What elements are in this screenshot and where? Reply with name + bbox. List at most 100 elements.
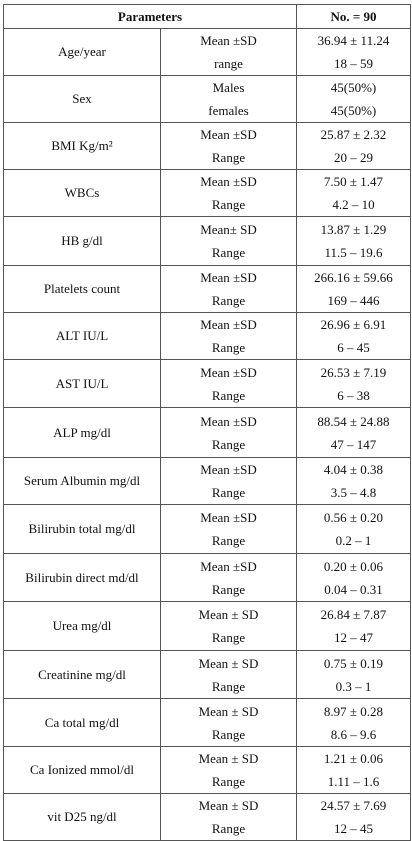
stat-label: Range xyxy=(211,197,246,212)
stat-cell: Mean± SD Range xyxy=(160,216,297,266)
table-row: Platelets count Mean ±SD Range 266.16 ± 59.… xyxy=(3,265,411,313)
table-row: Ca total mg/dl Mean ± SD Range 8.97 ± 0.28 8… xyxy=(3,698,411,747)
value-text: 47 – 147 xyxy=(330,436,377,452)
parameter-cell: HB g/dl xyxy=(3,216,161,266)
value-text: 8.97 ± 0.28 xyxy=(323,703,384,719)
stat-cell: Mean ± SD Range xyxy=(160,601,297,651)
parameter-cell: ALT IU/L xyxy=(3,312,161,360)
stat-label: Range xyxy=(211,821,246,836)
parameter-cell: Sex xyxy=(3,75,161,123)
value-text: 11.5 – 19.6 xyxy=(324,245,383,260)
table-body: Age/year Mean ±SD range 36.94 ± 11.24 18 – 5… xyxy=(3,28,411,841)
value-text: 6 – 45 xyxy=(337,340,370,355)
stat-label: Males xyxy=(212,80,245,95)
value-text: 0.3 – 1 xyxy=(335,678,372,694)
value-text: 18 – 59 xyxy=(334,56,373,71)
value-cell: 25.87 ± 2.32 20 – 29 xyxy=(296,122,411,170)
stat-label: Mean ±SD xyxy=(200,413,257,429)
value-text: 45(50%) xyxy=(330,103,377,118)
parameter-cell: vit D25 ng/dl xyxy=(3,793,161,841)
value-text: 24.57 ± 7.69 xyxy=(320,798,387,813)
value-text: 266.16 ± 59.66 xyxy=(314,270,393,285)
value-cell: 8.97 ± 0.28 8.6 – 9.6 xyxy=(296,698,411,747)
value-text: 4.2 – 10 xyxy=(332,197,375,212)
value-text: 36.94 ± 11.24 xyxy=(317,33,390,48)
value-text: 0.04 – 0.31 xyxy=(324,581,383,597)
parameter-cell: Platelets count xyxy=(3,265,161,313)
stat-cell: Mean ±SD Range xyxy=(160,312,297,360)
stat-label: Mean ± SD xyxy=(198,655,259,671)
stat-label: Mean± SD xyxy=(200,222,257,237)
table-row: Bilirubin direct md/dl Mean ±SD Range 0.20 … xyxy=(3,553,411,602)
value-text: 13.87 ± 1.29 xyxy=(320,222,387,237)
stat-label: Mean ±SD xyxy=(200,510,257,525)
value-cell: 0.20 ± 0.06 0.04 – 0.31 xyxy=(296,553,411,602)
stat-label: Mean ±SD xyxy=(200,174,257,189)
stat-cell: Mean ± SD Range xyxy=(160,698,297,747)
stat-cell: Mean ±SD Range xyxy=(160,122,297,170)
value-text: 26.84 ± 7.87 xyxy=(320,607,387,622)
stat-label: Mean ±SD xyxy=(200,364,257,380)
stat-label: Mean ±SD xyxy=(200,33,257,48)
value-cell: 7.50 ± 1.47 4.2 – 10 xyxy=(296,169,411,217)
stat-label: Range xyxy=(211,678,246,694)
stat-label: Mean ±SD xyxy=(200,558,257,574)
value-text: 169 – 446 xyxy=(327,293,380,308)
header-cell: No. = 90 xyxy=(296,4,411,29)
stat-label: Mean ±SD xyxy=(200,270,257,285)
value-cell: 1.21 ± 0.06 1.11 – 1.6 xyxy=(296,746,411,794)
value-text: 3.5 – 4.8 xyxy=(330,485,377,500)
stat-label: Mean ±SD xyxy=(200,127,257,142)
table-row: ALP mg/dl Mean ±SD Range 88.54 ± 24.88 47 – … xyxy=(3,407,411,458)
stat-label: Mean ± SD xyxy=(198,703,259,719)
table-row: BMI Kg/m² Mean ±SD Range 25.87 ± 2.32 20 – 2… xyxy=(3,122,411,170)
table-row: ALT IU/L Mean ±SD Range 26.96 ± 6.91 6 – 45 xyxy=(3,312,411,360)
stat-label: Mean ±SD xyxy=(200,317,257,332)
parameter-cell: BMI Kg/m² xyxy=(3,122,161,170)
stat-label: Range xyxy=(211,293,246,308)
stat-label: Mean ±SD xyxy=(200,462,257,477)
stat-label: Mean ± SD xyxy=(198,607,259,622)
stat-label: Range xyxy=(211,581,246,597)
value-text: 8.6 – 9.6 xyxy=(330,726,377,742)
parameter-cell: AST IU/L xyxy=(3,359,161,408)
value-text: 0.20 ± 0.06 xyxy=(323,558,384,574)
value-cell: 88.54 ± 24.88 47 – 147 xyxy=(296,407,411,458)
value-text: 25.87 ± 2.32 xyxy=(320,127,387,142)
header-row: Parameters No. = 90 xyxy=(3,4,411,29)
table-row: WBCs Mean ±SD Range 7.50 ± 1.47 4.2 – 10 xyxy=(3,169,411,217)
value-text: 20 – 29 xyxy=(334,150,373,165)
table-row: Serum Albumin mg/dl Mean ±SD Range 4.04 ± 0… xyxy=(3,457,411,505)
value-cell: 26.96 ± 6.91 6 – 45 xyxy=(296,312,411,360)
table-row: Ca Ionized mmol/dl Mean ± SD Range 1.21 ± 0… xyxy=(3,746,411,794)
parameter-cell: ALP mg/dl xyxy=(3,407,161,458)
stat-label: Range xyxy=(211,245,246,260)
parameter-cell: Ca Ionized mmol/dl xyxy=(3,746,161,794)
parameter-cell: Serum Albumin mg/dl xyxy=(3,457,161,505)
value-text: 88.54 ± 24.88 xyxy=(317,413,390,429)
parameter-cell: Age/year xyxy=(3,28,161,76)
value-cell: 45(50%) 45(50%) xyxy=(296,75,411,123)
stat-cell: Mean ± SD Range xyxy=(160,793,297,841)
header-cell: Parameters xyxy=(3,4,297,29)
table-row: Age/year Mean ±SD range 36.94 ± 11.24 18 – 5… xyxy=(3,28,411,76)
value-text: 6 – 38 xyxy=(337,387,370,403)
value-cell: 266.16 ± 59.66 169 – 446 xyxy=(296,265,411,313)
stat-cell: Mean ±SD Range xyxy=(160,169,297,217)
stat-cell: Mean ±SD Range xyxy=(160,504,297,554)
table-row: Creatinine mg/dl Mean ± SD Range 0.75 ± 0.1… xyxy=(3,650,411,699)
table-row: Urea mg/dl Mean ± SD Range 26.84 ± 7.87 12 –… xyxy=(3,601,411,651)
value-text: 7.50 ± 1.47 xyxy=(323,174,384,189)
stat-label: Range xyxy=(211,340,246,355)
table-row: AST IU/L Mean ±SD Range 26.53 ± 7.19 6 – 38 xyxy=(3,359,411,408)
stat-cell: Mean ±SD Range xyxy=(160,359,297,408)
value-text: 0.2 – 1 xyxy=(335,533,372,548)
value-cell: 24.57 ± 7.69 12 – 45 xyxy=(296,793,411,841)
value-text: 4.04 ± 0.38 xyxy=(323,462,384,477)
value-cell: 36.94 ± 11.24 18 – 59 xyxy=(296,28,411,76)
stat-cell: Mean ± SD Range xyxy=(160,650,297,699)
value-text: 12 – 47 xyxy=(334,630,373,645)
stat-label: Range xyxy=(211,630,246,645)
stat-cell: Mean ±SD Range xyxy=(160,265,297,313)
